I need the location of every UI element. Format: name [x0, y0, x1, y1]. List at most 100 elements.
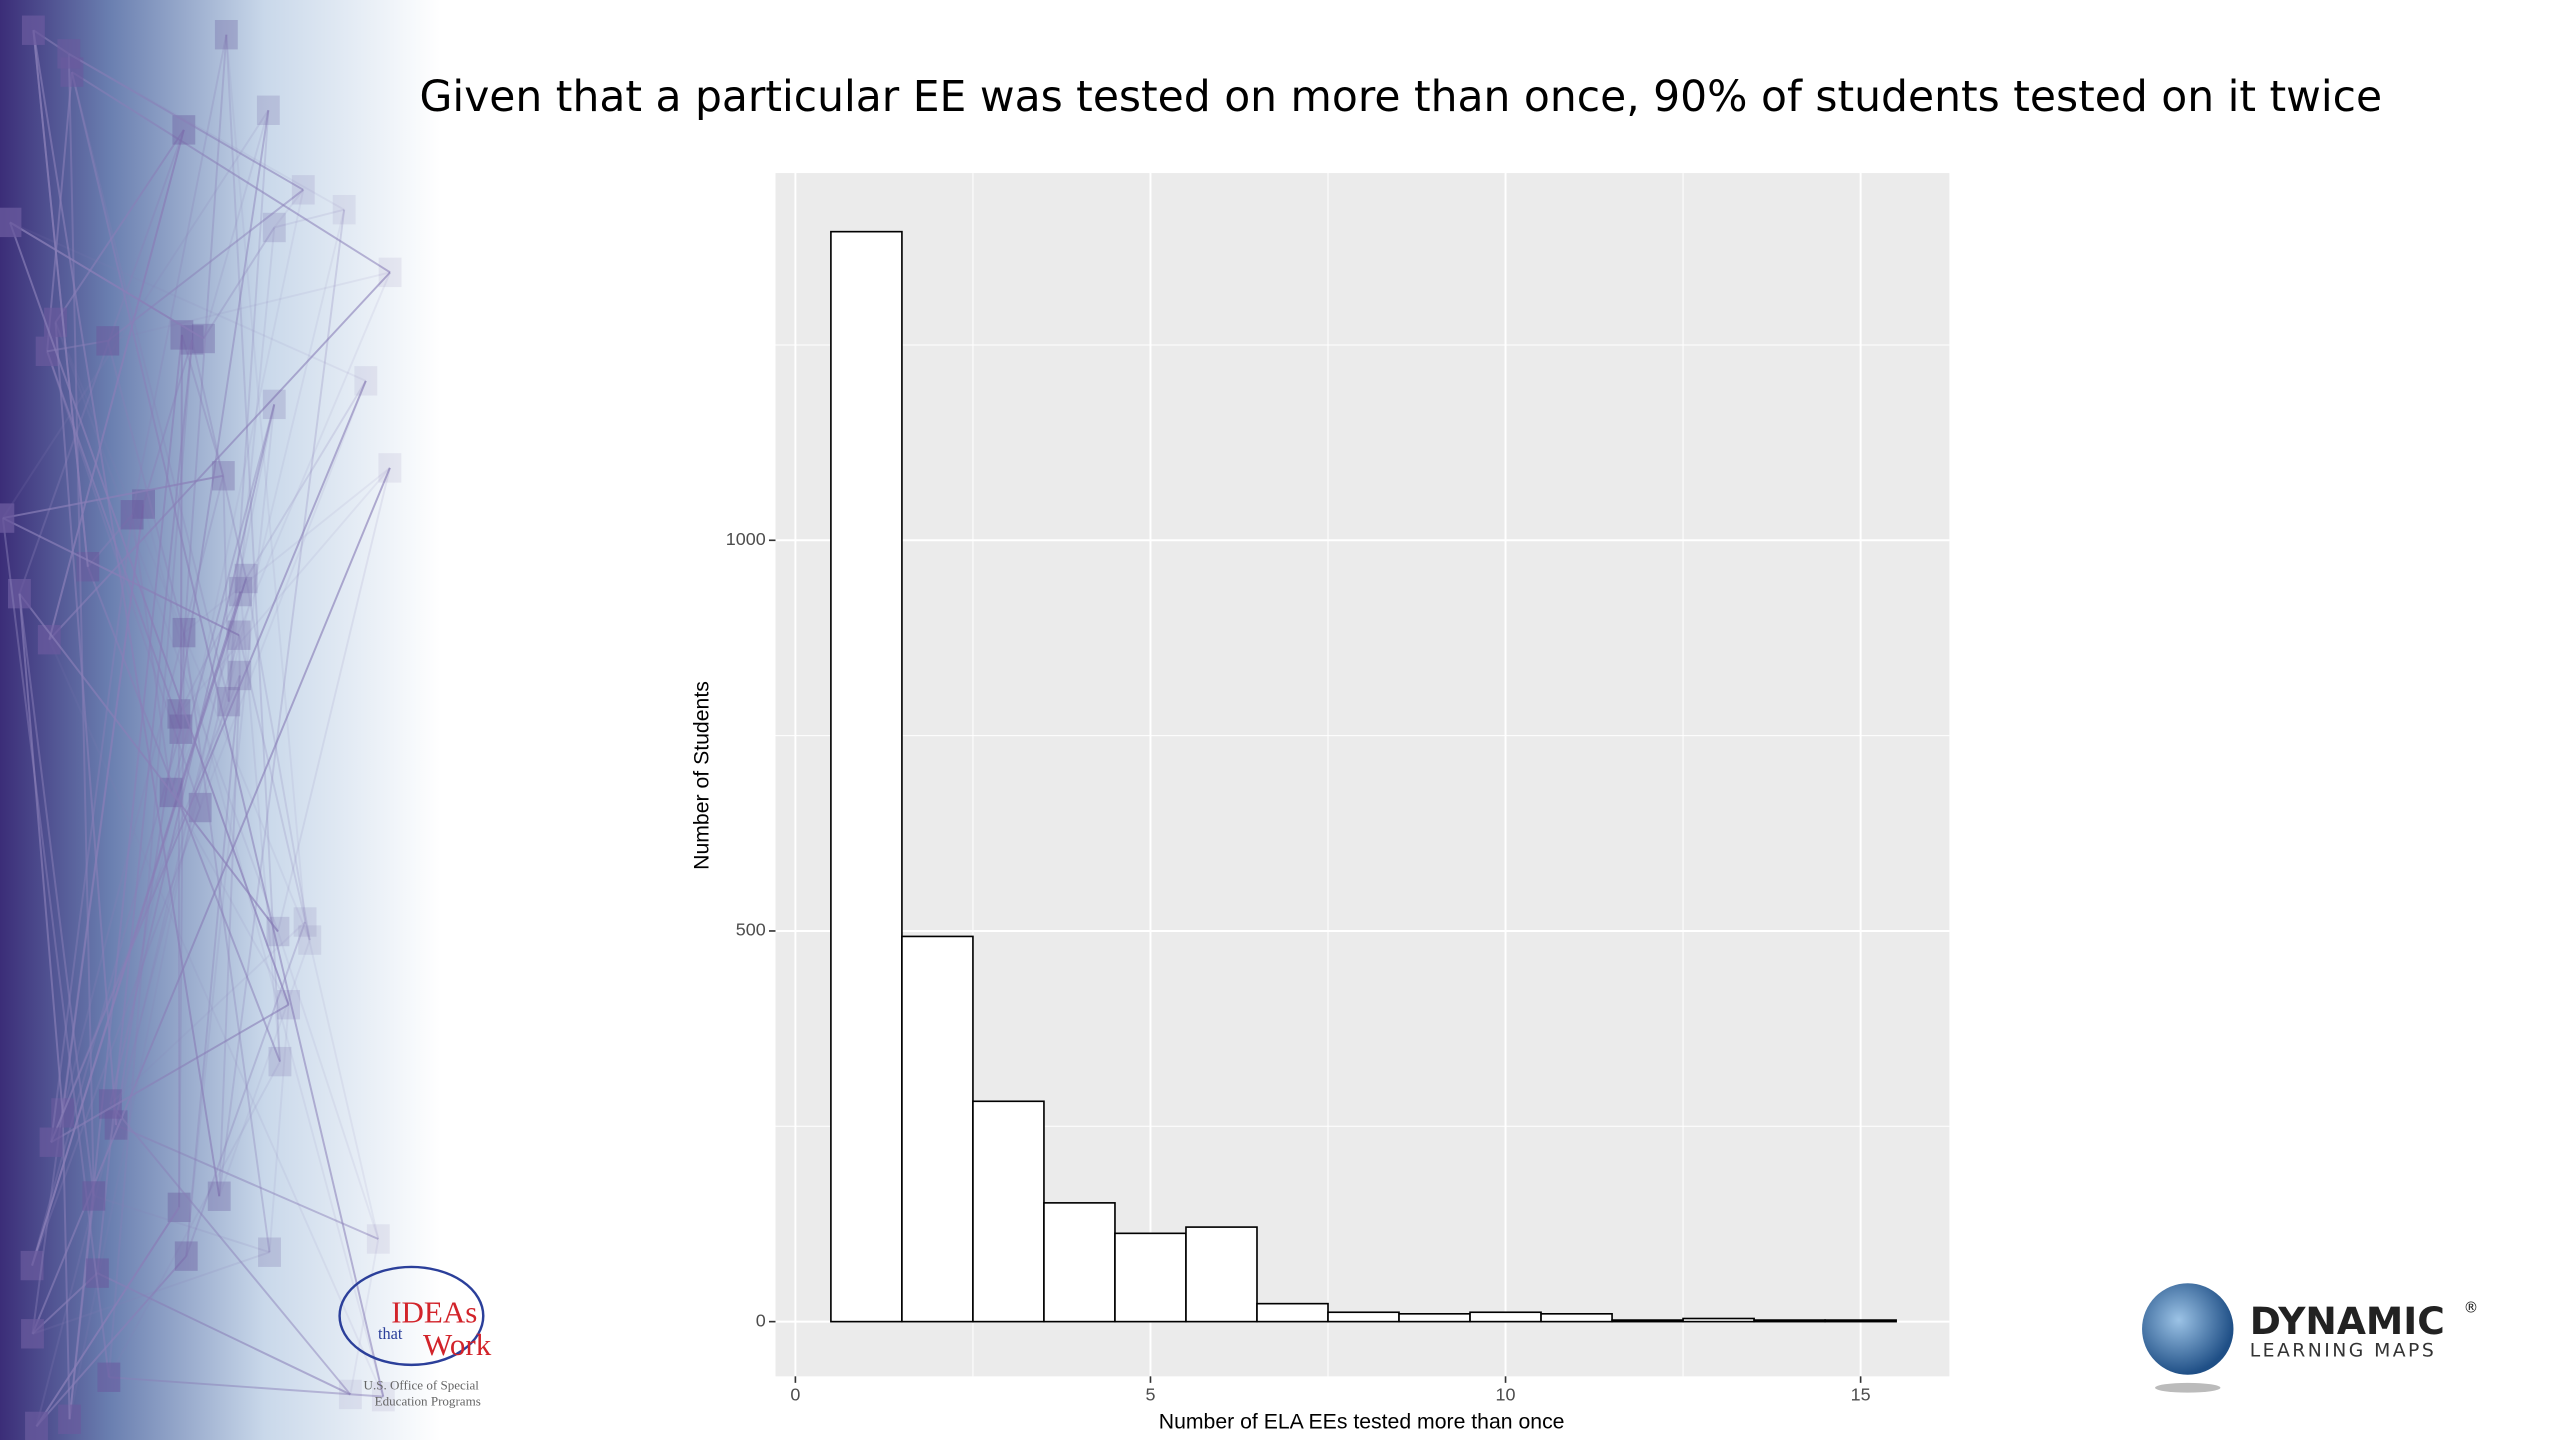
bar — [1682, 1317, 1755, 1323]
x-tick-label: 15 — [1851, 1385, 1871, 1405]
network-node — [354, 366, 378, 396]
network-line — [218, 939, 311, 1197]
network-line — [50, 514, 134, 1143]
network-node — [57, 39, 81, 69]
network-line — [142, 339, 194, 505]
network-line — [54, 322, 118, 1126]
network-line — [54, 322, 311, 941]
network-line — [96, 1272, 351, 1396]
network-node — [20, 1250, 44, 1281]
network-line — [109, 921, 306, 1105]
network-line — [61, 503, 145, 1114]
network-node — [167, 699, 191, 729]
network-node — [172, 115, 196, 145]
network-node — [378, 257, 402, 288]
x-axis-title: Number of ELA EEs tested more than once — [1159, 1411, 1565, 1434]
network-line — [185, 921, 306, 1257]
network-node — [332, 194, 356, 225]
network-line — [2, 474, 224, 520]
network-line — [18, 593, 279, 933]
y-tick-label: 0 — [756, 1310, 766, 1330]
logo-text: Education Programs — [375, 1394, 481, 1409]
network-line — [35, 1206, 180, 1427]
network-node — [207, 1181, 231, 1211]
network-node — [291, 175, 315, 205]
network-line — [178, 632, 185, 1208]
network-line — [18, 593, 64, 1113]
network-line — [46, 351, 202, 808]
network-node — [25, 1411, 48, 1440]
logo-text: Work — [423, 1327, 492, 1362]
network-line — [199, 380, 367, 808]
network-node — [366, 1224, 390, 1254]
network-node — [174, 1241, 198, 1271]
network-line — [48, 271, 391, 641]
network-node — [170, 320, 194, 350]
network-line — [32, 30, 89, 567]
network-node — [293, 907, 317, 937]
network-line — [31, 807, 202, 1266]
network-line — [109, 189, 305, 1105]
network-node — [371, 1381, 395, 1412]
network-line — [178, 467, 391, 715]
network-line — [9, 221, 204, 340]
network-line — [32, 1251, 270, 1335]
network-line — [9, 221, 367, 382]
network-node — [378, 453, 402, 483]
logo-text: that — [378, 1324, 403, 1343]
network-line — [238, 635, 241, 676]
network-line — [70, 71, 385, 1397]
network-line — [107, 339, 194, 1378]
network-line — [185, 675, 241, 1257]
network-line — [170, 271, 391, 793]
network-node — [262, 212, 286, 243]
network-node — [0, 207, 22, 238]
y-tick-label: 1000 — [726, 529, 766, 549]
y-axis-title: Number of Students — [691, 681, 714, 870]
network-line — [109, 1103, 352, 1396]
network-line — [273, 189, 305, 229]
network-node — [227, 620, 251, 650]
network-node — [97, 1362, 121, 1392]
bar — [1327, 1311, 1400, 1323]
network-line — [177, 34, 228, 714]
network-line — [274, 208, 345, 229]
logo-text: U.S. Office of Special — [364, 1377, 480, 1392]
network-line — [68, 53, 345, 211]
x-tick-label: 0 — [790, 1385, 800, 1405]
bar — [830, 230, 903, 1323]
logo-swoosh — [338, 1265, 485, 1367]
network-line — [93, 1195, 270, 1254]
bar — [1753, 1319, 1826, 1323]
network-line — [48, 639, 385, 1398]
network-line — [191, 339, 248, 579]
dlm-logo: DYNAMIC ® LEARNING MAPS — [2142, 1283, 2478, 1393]
network-line — [202, 110, 270, 339]
network-node — [44, 307, 67, 338]
network-node — [0, 503, 15, 533]
network-line — [180, 334, 225, 477]
network-line — [276, 467, 391, 932]
y-tick-label: 500 — [736, 920, 766, 940]
network-line — [18, 593, 95, 1197]
network-line — [131, 34, 228, 515]
slide-title: Given that a particular EE was tested on… — [420, 73, 2383, 122]
network-node — [172, 617, 196, 648]
network-node — [217, 686, 241, 717]
network-node — [234, 563, 258, 594]
network-line — [50, 1003, 290, 1144]
network-node — [229, 576, 253, 607]
network-line — [107, 189, 304, 342]
network-line — [108, 1376, 384, 1398]
bar — [1398, 1313, 1471, 1323]
network-node — [298, 925, 322, 955]
network-line — [225, 34, 281, 1062]
bar — [1611, 1319, 1684, 1323]
bar — [901, 935, 974, 1323]
network-line — [202, 226, 276, 340]
bar — [1043, 1202, 1116, 1323]
network-line — [31, 591, 242, 1266]
network-line — [9, 222, 290, 1006]
network-line — [170, 791, 290, 1006]
network-node — [96, 326, 120, 356]
